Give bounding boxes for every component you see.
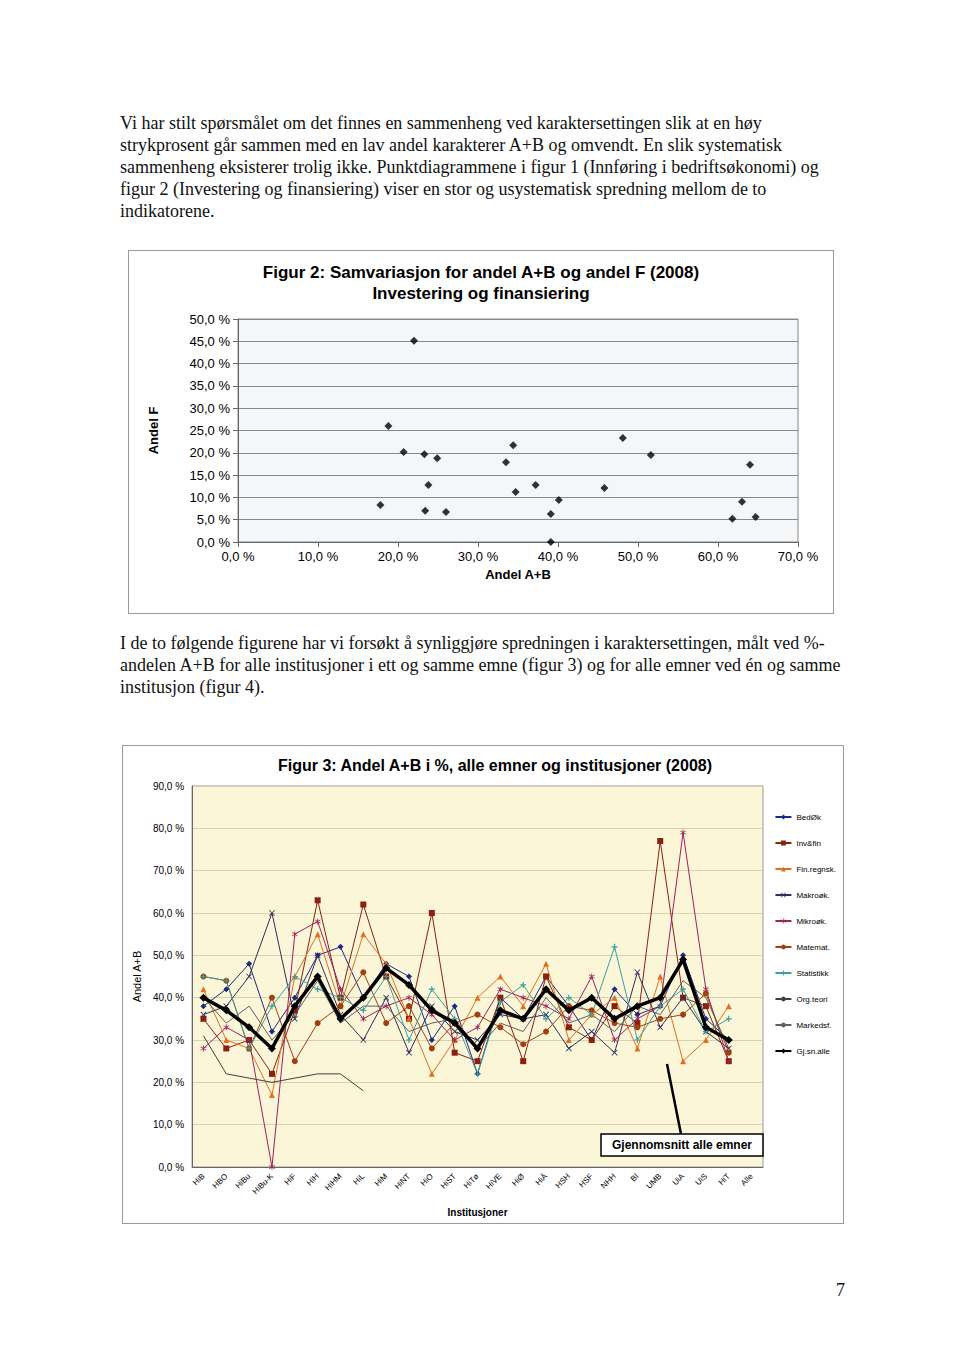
svg-text:Gj.sn.alle: Gj.sn.alle — [796, 1047, 830, 1056]
html-text:Vi har stilt spørsmålet om det: Vi har stilt spørsmålet om det finnes en… — [120, 113, 819, 221]
svg-text:45,0 %: 45,0 % — [190, 334, 231, 349]
svg-text:HSF: HSF — [577, 1172, 595, 1190]
svg-text:HiM: HiM — [373, 1172, 389, 1188]
svg-text:Matemat.: Matemat. — [796, 943, 829, 952]
svg-text:15,0 %: 15,0 % — [190, 468, 231, 483]
svg-text:5,0 %: 5,0 % — [197, 512, 231, 527]
svg-text:50,0 %: 50,0 % — [153, 950, 184, 961]
svg-text:HiTø: HiTø — [462, 1172, 481, 1191]
svg-text:HiO: HiO — [419, 1172, 435, 1188]
svg-text:Figur 3: Andel A+B i %, alle e: Figur 3: Andel A+B i %, alle emner og in… — [278, 757, 712, 774]
svg-text:UiS: UiS — [694, 1172, 709, 1187]
svg-text:BedØk: BedØk — [796, 813, 821, 822]
svg-text:HiT: HiT — [717, 1172, 732, 1187]
svg-text:30,0 %: 30,0 % — [458, 549, 499, 564]
svg-text:Fin.regnsk.: Fin.regnsk. — [796, 865, 836, 874]
svg-text:HiH: HiH — [305, 1172, 321, 1188]
svg-text:0,0 %: 0,0 % — [197, 535, 231, 550]
svg-text:50,0 %: 50,0 % — [190, 312, 231, 327]
svg-text:30,0 %: 30,0 % — [190, 401, 231, 416]
svg-text:25,0 %: 25,0 % — [190, 423, 231, 438]
svg-text:HiST: HiST — [439, 1172, 458, 1191]
svg-text:BI: BI — [629, 1172, 641, 1184]
svg-text:40,0 %: 40,0 % — [153, 992, 184, 1003]
svg-text:HiVE: HiVE — [484, 1172, 503, 1191]
svg-text:UMB: UMB — [644, 1172, 663, 1191]
svg-text:70,0 %: 70,0 % — [153, 865, 184, 876]
svg-text:Andel A+B: Andel A+B — [485, 567, 551, 582]
svg-text:Makroøk.: Makroøk. — [796, 891, 829, 900]
svg-text:60,0 %: 60,0 % — [153, 908, 184, 919]
svg-text:70,0 %: 70,0 % — [778, 549, 819, 564]
svg-text:10,0 %: 10,0 % — [153, 1119, 184, 1130]
svg-text:40,0 %: 40,0 % — [190, 356, 231, 371]
html-text:I de to følgende figurene har: I de to følgende figurene har vi forsøkt… — [120, 633, 841, 697]
svg-text:HiHM: HiHM — [323, 1172, 343, 1192]
svg-text:Andel F: Andel F — [146, 407, 161, 455]
svg-text:50,0 %: 50,0 % — [618, 549, 659, 564]
svg-text:HBO: HBO — [211, 1172, 230, 1191]
svg-text:Mikroøk.: Mikroøk. — [796, 917, 827, 926]
svg-text:10,0 %: 10,0 % — [190, 490, 231, 505]
svg-text:40,0 %: 40,0 % — [538, 549, 579, 564]
svg-text:HiF: HiF — [283, 1172, 298, 1187]
svg-text:20,0 %: 20,0 % — [153, 1077, 184, 1088]
svg-text:Andel A+B: Andel A+B — [131, 951, 143, 1003]
svg-text:Inv&fin: Inv&fin — [796, 839, 820, 848]
svg-text:HiÅ: HiÅ — [534, 1171, 550, 1187]
svg-text:0,0 %: 0,0 % — [158, 1162, 184, 1173]
svg-text:HiØ: HiØ — [510, 1172, 526, 1188]
svg-text:UiA: UiA — [671, 1171, 687, 1187]
svg-text:HSH: HSH — [554, 1172, 572, 1190]
svg-text:20,0 %: 20,0 % — [378, 549, 419, 564]
svg-text:35,0 %: 35,0 % — [190, 378, 231, 393]
svg-text:Institusjoner: Institusjoner — [448, 1207, 508, 1218]
svg-text:Alle: Alle — [739, 1171, 755, 1187]
svg-text:HiNT: HiNT — [393, 1172, 412, 1191]
svg-text:Markedsf.: Markedsf. — [796, 1021, 831, 1030]
svg-text:Figur 2: Samvariasjon for ande: Figur 2: Samvariasjon for andel A+B og a… — [263, 263, 699, 282]
svg-text:HiBu: HiBu — [234, 1172, 253, 1191]
svg-text:HiBu-K: HiBu-K — [251, 1171, 276, 1196]
svg-text:80,0 %: 80,0 % — [153, 823, 184, 834]
svg-text:Investering og finansiering: Investering og finansiering — [372, 284, 589, 303]
svg-text:Statistikk: Statistikk — [796, 969, 829, 978]
svg-text:HiB: HiB — [191, 1172, 206, 1187]
svg-text:Gjennomsnitt alle emner: Gjennomsnitt alle emner — [612, 1138, 752, 1152]
svg-text:30,0 %: 30,0 % — [153, 1035, 184, 1046]
svg-text:0,0 %: 0,0 % — [221, 549, 255, 564]
svg-text:NHH: NHH — [599, 1172, 618, 1191]
svg-text:20,0 %: 20,0 % — [190, 445, 231, 460]
html-text:7: 7 — [836, 1280, 845, 1300]
svg-text:90,0 %: 90,0 % — [153, 781, 184, 792]
svg-text:HiL: HiL — [352, 1171, 367, 1186]
svg-text:60,0 %: 60,0 % — [698, 549, 739, 564]
svg-text:10,0 %: 10,0 % — [298, 549, 339, 564]
svg-text:Org.teori: Org.teori — [796, 995, 827, 1004]
